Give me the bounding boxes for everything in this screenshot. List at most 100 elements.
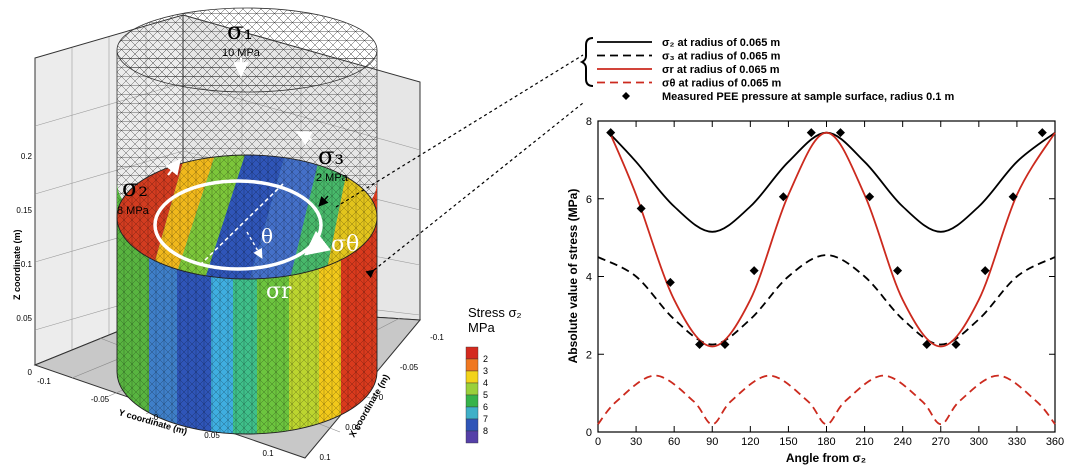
z-tick-label: 0.15: [16, 206, 32, 215]
measured-point-marker: [893, 266, 903, 276]
measured-point-marker: [720, 340, 730, 350]
y-tick-label: 6: [586, 194, 592, 206]
colorbar-title: Stress σ₂: [468, 305, 522, 320]
surface-pointer-arrow: [318, 195, 329, 207]
colorbar-unit: MPa: [468, 320, 496, 335]
sigma3-label: σ₃: [318, 142, 344, 170]
legend-label: σ₃ at radius of 0.065 m: [662, 51, 781, 63]
legend-label: Measured PEE pressure at sample surface,…: [662, 91, 954, 103]
y-tick-label: 4: [586, 272, 592, 284]
x-tick-label: 360: [1046, 436, 1064, 448]
z-tick-label: 0.1: [21, 260, 33, 269]
measured-point-marker: [806, 128, 816, 138]
colorbar-swatch: [465, 406, 479, 420]
sigma2-label: σ₂: [122, 174, 148, 202]
colorbar-swatch: [465, 370, 479, 384]
measured-point-marker: [1008, 192, 1018, 202]
y-tick-label: -0.05: [91, 395, 110, 404]
measured-point-marker: [835, 128, 845, 138]
colorbar-level-label: 5: [483, 390, 488, 400]
measured-point-marker: [980, 266, 990, 276]
y-tick-label: 8: [586, 116, 592, 128]
colorbar-level-label: 3: [483, 366, 488, 376]
series-line-2: [609, 131, 1056, 348]
x-tick-label: -0.1: [430, 333, 444, 342]
connector-lines: [335, 54, 584, 279]
chart-series: [597, 128, 1056, 426]
colorbar-swatch: [465, 358, 479, 372]
sigma1-value: 10 MPa: [222, 47, 261, 59]
x-tick-label: 330: [1008, 436, 1026, 448]
x-tick-label: 90: [706, 436, 718, 448]
legend: σ₂ at radius of 0.065 m σ₃ at radius of 0…: [579, 37, 954, 103]
plot-frame: [597, 120, 1056, 433]
measured-point-marker: [865, 192, 875, 202]
chart-ticks: 0 30 60 90 120 150 180 210 240 270 300 330 360 0 2 4 6 8: [586, 116, 1064, 448]
sigma2-arrow: [165, 158, 181, 176]
y-tick-label: -0.1: [37, 377, 51, 386]
measured-point-marker: [922, 340, 932, 350]
z-axis-label: Z coordinate (m): [12, 229, 22, 300]
colorbar-swatch: [465, 394, 479, 408]
measured-point-marker: [951, 340, 961, 350]
y-tick-label: 2: [586, 349, 592, 361]
z-tick-label: 0.05: [16, 314, 32, 323]
legend-label: σθ at radius of 0.065 m: [662, 78, 781, 90]
colorbar-swatch: [465, 430, 479, 444]
measured-point-marker: [665, 277, 675, 287]
x-tick-label: 180: [817, 436, 835, 448]
x-tick-label: 0: [379, 393, 384, 402]
legend-label: σr at radius of 0.065 m: [662, 64, 780, 76]
x-tick-label: 60: [668, 436, 680, 448]
y-tick-label: 0: [154, 413, 159, 422]
x-tick-label: 30: [630, 436, 642, 448]
measured-point-marker: [636, 203, 646, 213]
x-tick-label: 120: [741, 436, 759, 448]
sigma1-label: σ₁: [227, 17, 253, 45]
sigma3-value: 2 MPa: [316, 172, 349, 184]
sigma2-value: 8 MPa: [117, 205, 150, 217]
colorbar-level-label: 2: [483, 354, 488, 364]
line-chart: σ₂ at radius of 0.065 m σ₃ at radius of 0…: [566, 37, 1064, 465]
measured-point-marker: [606, 128, 616, 138]
colorbar-level-label: 8: [483, 426, 488, 436]
x-tick-label: 150: [779, 436, 797, 448]
measured-point-marker: [695, 340, 705, 350]
sigma-theta-arrow: [304, 230, 331, 256]
z-tick-label: 0: [28, 368, 33, 377]
x-tick-label: 0.1: [319, 453, 331, 462]
colorbar-level-label: 7: [483, 414, 488, 424]
y-axis-title: Absolute value of stress (MPa): [566, 189, 580, 364]
legend-marker: [622, 92, 630, 100]
x-tick-label: 210: [855, 436, 873, 448]
y-tick-label: 0: [586, 427, 592, 439]
y-tick-label: 0.1: [262, 449, 274, 458]
sigma2-axis-line: [199, 181, 286, 266]
x-tick-label: -0.05: [400, 363, 419, 372]
colorbar-swatch: [465, 346, 479, 360]
x-tick-label: 0.05: [345, 423, 361, 432]
legend-brace: [579, 37, 594, 87]
sigma-r-arrow: [246, 231, 263, 259]
colorbar-level-label: 4: [483, 378, 488, 388]
sigma-theta-label: σθ: [331, 232, 359, 257]
z-ticks: 0 0.05 0.1 0.15 0.2: [16, 152, 32, 377]
y-tick-label: 0.05: [204, 431, 220, 440]
x-tick-label: 270: [932, 436, 950, 448]
sigma-r-label: σr: [266, 279, 292, 304]
colorbar: 2 3 4 5 6 7 8: [465, 346, 488, 444]
x-tick-label: 240: [893, 436, 911, 448]
x-tick-label: 300: [970, 436, 988, 448]
model-3d: σ₁ 10 MPa σ₂ 8 MPa σ₃ 2 MPa θ σθ σr Z co…: [12, 7, 522, 462]
measured-point-marker: [749, 266, 759, 276]
colorbar-level-label: 6: [483, 402, 488, 412]
radius-ring: [153, 179, 323, 271]
colorbar-swatch: [465, 418, 479, 432]
series-line-3: [597, 374, 1056, 426]
measured-point-marker: [778, 192, 788, 202]
z-tick-label: 0.2: [21, 152, 33, 161]
colorbar-swatch: [465, 382, 479, 396]
x-ticks: -0.1 -0.05 0 0.05 0.1: [319, 333, 444, 462]
x-axis-title: Angle from σ₂: [786, 451, 866, 465]
